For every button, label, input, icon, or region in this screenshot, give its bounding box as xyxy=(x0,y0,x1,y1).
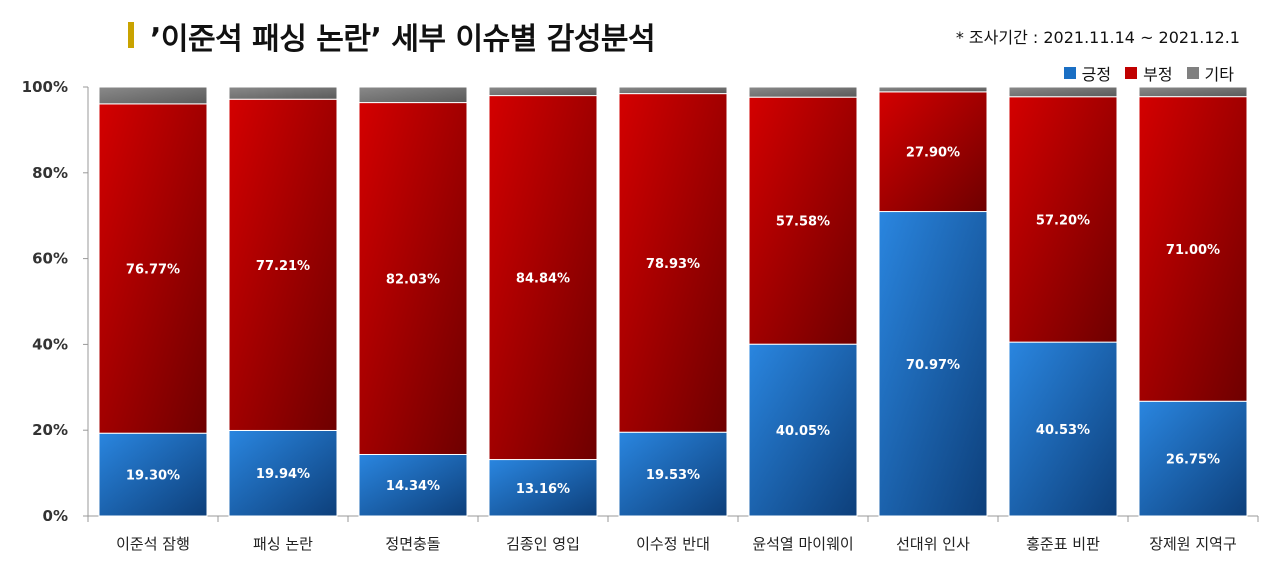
data-label: 57.20% xyxy=(1036,213,1090,228)
data-label: 19.30% xyxy=(126,469,180,484)
x-category-label: 선대위 인사 xyxy=(896,535,970,553)
bar-negative xyxy=(618,93,728,433)
y-tick-label: 80% xyxy=(32,164,68,182)
bar-positive xyxy=(228,429,338,517)
x-category-label: 정면충돌 xyxy=(385,535,440,553)
bar-other xyxy=(358,86,468,104)
bar-other xyxy=(748,86,858,98)
x-category-label: 이수정 반대 xyxy=(636,535,710,553)
bar-positive xyxy=(748,343,858,517)
legend-label-other: 기타 xyxy=(1204,65,1234,84)
bar-negative xyxy=(878,91,988,213)
bar-other xyxy=(98,86,208,105)
data-label: 27.90% xyxy=(906,146,960,161)
title-accent-bar xyxy=(128,22,134,48)
bar-positive xyxy=(1008,341,1118,517)
survey-period: * 조사기간 : 2021.11.14 ~ 2021.12.1 xyxy=(955,28,1240,47)
x-category-label: 김종인 영입 xyxy=(506,535,580,553)
bar-positive xyxy=(618,431,728,517)
bar-negative xyxy=(748,96,858,345)
data-label: 84.84% xyxy=(516,272,570,287)
data-label: 57.58% xyxy=(776,215,830,230)
legend-swatch-positive xyxy=(1063,67,1076,79)
legend-item-other: 기타 xyxy=(1186,61,1234,85)
bar-negative xyxy=(98,103,208,434)
y-tick-label: 100% xyxy=(22,78,68,96)
bar-positive xyxy=(488,459,598,517)
bar-other xyxy=(618,86,728,95)
data-label: 14.34% xyxy=(386,479,440,494)
y-tick-label: 20% xyxy=(32,421,68,439)
bar-other xyxy=(1008,86,1118,98)
data-label: 77.21% xyxy=(256,259,310,274)
bar-positive xyxy=(358,453,468,517)
y-tick-label: 60% xyxy=(32,250,68,268)
bar-negative xyxy=(1138,96,1248,402)
bar-negative xyxy=(228,98,338,431)
data-label: 19.94% xyxy=(256,467,310,482)
bar-negative xyxy=(488,95,598,461)
bar-positive xyxy=(98,432,208,517)
x-category-label: 이준석 잠행 xyxy=(116,535,190,553)
bar-negative xyxy=(358,102,468,455)
legend: 긍정 부정 기타 xyxy=(1063,61,1234,85)
y-tick-label: 0% xyxy=(43,507,68,525)
x-category-label: 장제원 지역구 xyxy=(1149,535,1237,553)
legend-label-negative: 부정 xyxy=(1143,65,1173,84)
bar-positive xyxy=(1138,400,1248,517)
legend-swatch-negative xyxy=(1125,67,1138,79)
data-label: 40.05% xyxy=(776,424,830,439)
bar-other xyxy=(878,86,988,93)
bar-positive xyxy=(878,211,988,517)
data-label: 40.53% xyxy=(1036,423,1090,438)
legend-label-positive: 긍정 xyxy=(1081,65,1112,84)
bar-other xyxy=(1138,86,1248,98)
x-category-label: 윤석열 마이웨이 xyxy=(752,535,853,553)
data-label: 78.93% xyxy=(646,257,700,272)
x-category-label: 패싱 논란 xyxy=(253,535,313,553)
data-label: 76.77% xyxy=(126,263,180,278)
legend-item-negative: 부정 xyxy=(1125,61,1173,85)
bar-other xyxy=(228,86,338,100)
data-label: 70.97% xyxy=(906,358,960,373)
y-tick-label: 40% xyxy=(32,335,68,353)
data-label: 82.03% xyxy=(386,273,440,288)
bar-negative xyxy=(1008,96,1118,343)
legend-item-positive: 긍정 xyxy=(1063,61,1112,85)
data-label: 26.75% xyxy=(1166,453,1220,468)
x-category-label: 홍준표 비판 xyxy=(1026,535,1100,553)
legend-swatch-other xyxy=(1186,67,1199,79)
chart-title: ’이준석 패싱 논란’ 세부 이슈별 감성분석 xyxy=(150,22,656,57)
data-label: 19.53% xyxy=(646,468,700,483)
data-label: 71.00% xyxy=(1166,243,1220,258)
data-label: 13.16% xyxy=(516,482,570,497)
bar-other xyxy=(488,86,598,97)
